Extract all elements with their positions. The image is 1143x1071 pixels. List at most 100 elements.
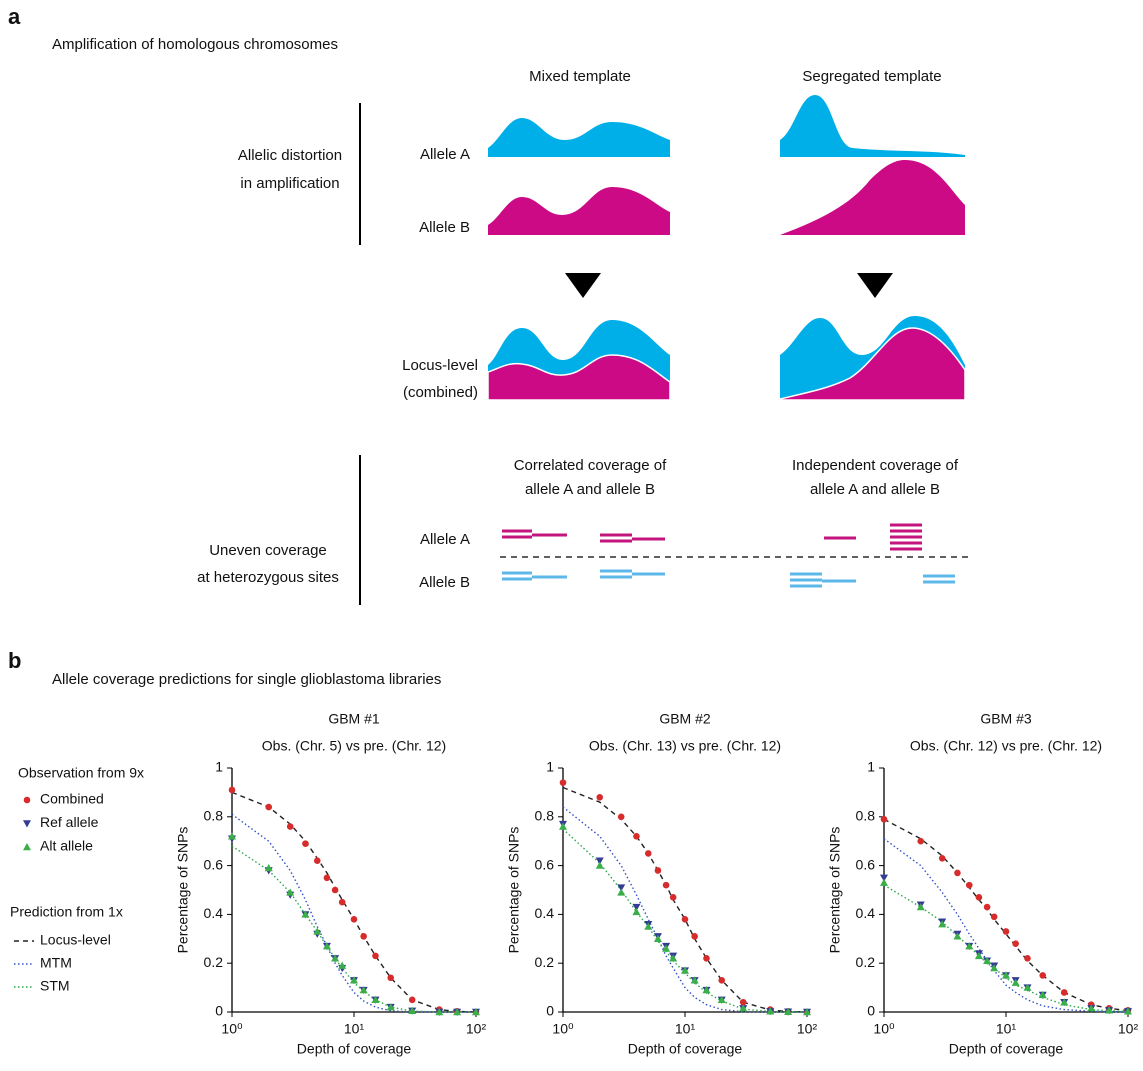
panel-label: b — [8, 648, 21, 673]
data-point — [331, 886, 339, 894]
x-tick-label: 10¹ — [996, 1021, 1017, 1037]
legend-heading: Observation from 9x — [18, 765, 144, 781]
data-point — [595, 857, 604, 865]
data-point — [301, 910, 310, 918]
data-point — [338, 898, 346, 906]
row-label: Allele B — [419, 219, 470, 236]
panel-title: Amplification of homologous chromosomes — [52, 36, 338, 53]
data-point — [1060, 989, 1068, 996]
data-point — [1012, 940, 1019, 947]
data-point — [953, 932, 962, 940]
legend-label: Alt allele — [40, 838, 93, 854]
data-point — [1039, 972, 1047, 979]
arrow — [565, 273, 601, 298]
data-point — [632, 903, 641, 912]
reads-a — [502, 523, 922, 551]
data-point — [880, 815, 888, 823]
data-point — [228, 786, 236, 794]
data-point — [1002, 928, 1010, 935]
allele-b-shape — [488, 187, 670, 235]
data-point — [387, 974, 395, 982]
panel-label: a — [8, 4, 21, 29]
y-axis-label: Percentage of SNPs — [506, 827, 522, 954]
x-tick-label: 10⁰ — [221, 1021, 243, 1037]
section-label: Uneven coverage — [209, 542, 327, 559]
data-point — [669, 954, 678, 962]
data-point — [559, 822, 567, 830]
data-point — [880, 878, 888, 886]
legend-label: Locus-level — [40, 932, 111, 948]
panel-title: Allele coverage predictions for single g… — [52, 671, 441, 688]
data-point — [286, 823, 294, 830]
x-axis-label: Depth of coverage — [628, 1041, 743, 1057]
x-tick-label: 10¹ — [675, 1021, 696, 1037]
y-tick-label: 0 — [546, 1003, 554, 1019]
prediction-line — [883, 884, 1129, 1013]
data-point — [880, 874, 888, 882]
data-point — [617, 813, 625, 821]
data-point — [1038, 990, 1047, 999]
data-point — [595, 861, 604, 869]
y-tick-label: 0.4 — [535, 905, 555, 921]
data-point — [938, 920, 947, 928]
data-point — [1002, 971, 1010, 979]
data-point — [916, 903, 925, 911]
data-point — [739, 1004, 748, 1012]
data-point — [1124, 1007, 1132, 1015]
column-header: Mixed template — [529, 68, 631, 85]
x-tick-label: 10⁰ — [552, 1021, 574, 1037]
legend-label: Ref allele — [40, 814, 99, 830]
section-label: in amplification — [240, 175, 339, 192]
data-point — [360, 933, 367, 940]
data-point — [472, 1008, 480, 1016]
data-point — [784, 1007, 793, 1015]
data-point — [265, 803, 273, 811]
data-point — [654, 867, 662, 874]
prediction-line — [562, 828, 807, 1013]
data-point — [633, 833, 640, 840]
y-tick-label: 1 — [867, 759, 875, 775]
data-point — [974, 951, 983, 960]
data-point — [408, 1006, 417, 1014]
x-axis-label: Depth of coverage — [949, 1041, 1064, 1057]
y-tick-label: 0.2 — [204, 954, 224, 970]
data-point — [408, 996, 416, 1004]
reads-b — [502, 569, 955, 588]
legend-label: Combined — [40, 791, 104, 807]
data-point — [435, 1008, 444, 1016]
data-point — [703, 955, 710, 962]
data-point — [691, 933, 698, 940]
y-tick-label: 0.2 — [856, 954, 876, 970]
data-point — [669, 894, 677, 901]
column-header: allele A and allele B — [810, 481, 940, 498]
data-point — [264, 864, 273, 872]
data-point — [983, 903, 991, 911]
data-point — [359, 986, 368, 994]
data-point — [302, 840, 309, 847]
data-point — [453, 1008, 462, 1016]
y-tick-label: 0 — [867, 1003, 875, 1019]
column-header: Independent coverage of — [792, 457, 959, 474]
combined-bottom — [779, 327, 966, 401]
legend-marker — [23, 820, 31, 828]
y-tick-label: 0.2 — [535, 954, 555, 970]
chart-title: GBM #3 — [980, 711, 1032, 727]
data-point — [1024, 955, 1031, 962]
data-point — [632, 907, 641, 916]
y-tick-label: 0.6 — [204, 856, 224, 872]
chart-subtitle: Obs. (Chr. 12) vs pre. (Chr. 12) — [910, 738, 1102, 754]
data-point — [323, 874, 331, 882]
data-point — [1087, 1004, 1096, 1012]
column-header: Correlated coverage of — [514, 457, 667, 474]
x-tick-label: 10² — [1118, 1021, 1139, 1037]
arrow — [857, 273, 893, 298]
chart-subtitle: Obs. (Chr. 13) vs pre. (Chr. 12) — [589, 738, 781, 754]
x-tick-label: 10² — [466, 1021, 487, 1037]
legend-heading: Prediction from 1x — [10, 904, 123, 920]
data-point — [653, 934, 662, 942]
prediction-line — [562, 786, 808, 1013]
data-point — [1011, 978, 1020, 986]
data-point — [350, 915, 358, 923]
x-axis-label: Depth of coverage — [297, 1041, 412, 1057]
prediction-line — [231, 845, 476, 1013]
